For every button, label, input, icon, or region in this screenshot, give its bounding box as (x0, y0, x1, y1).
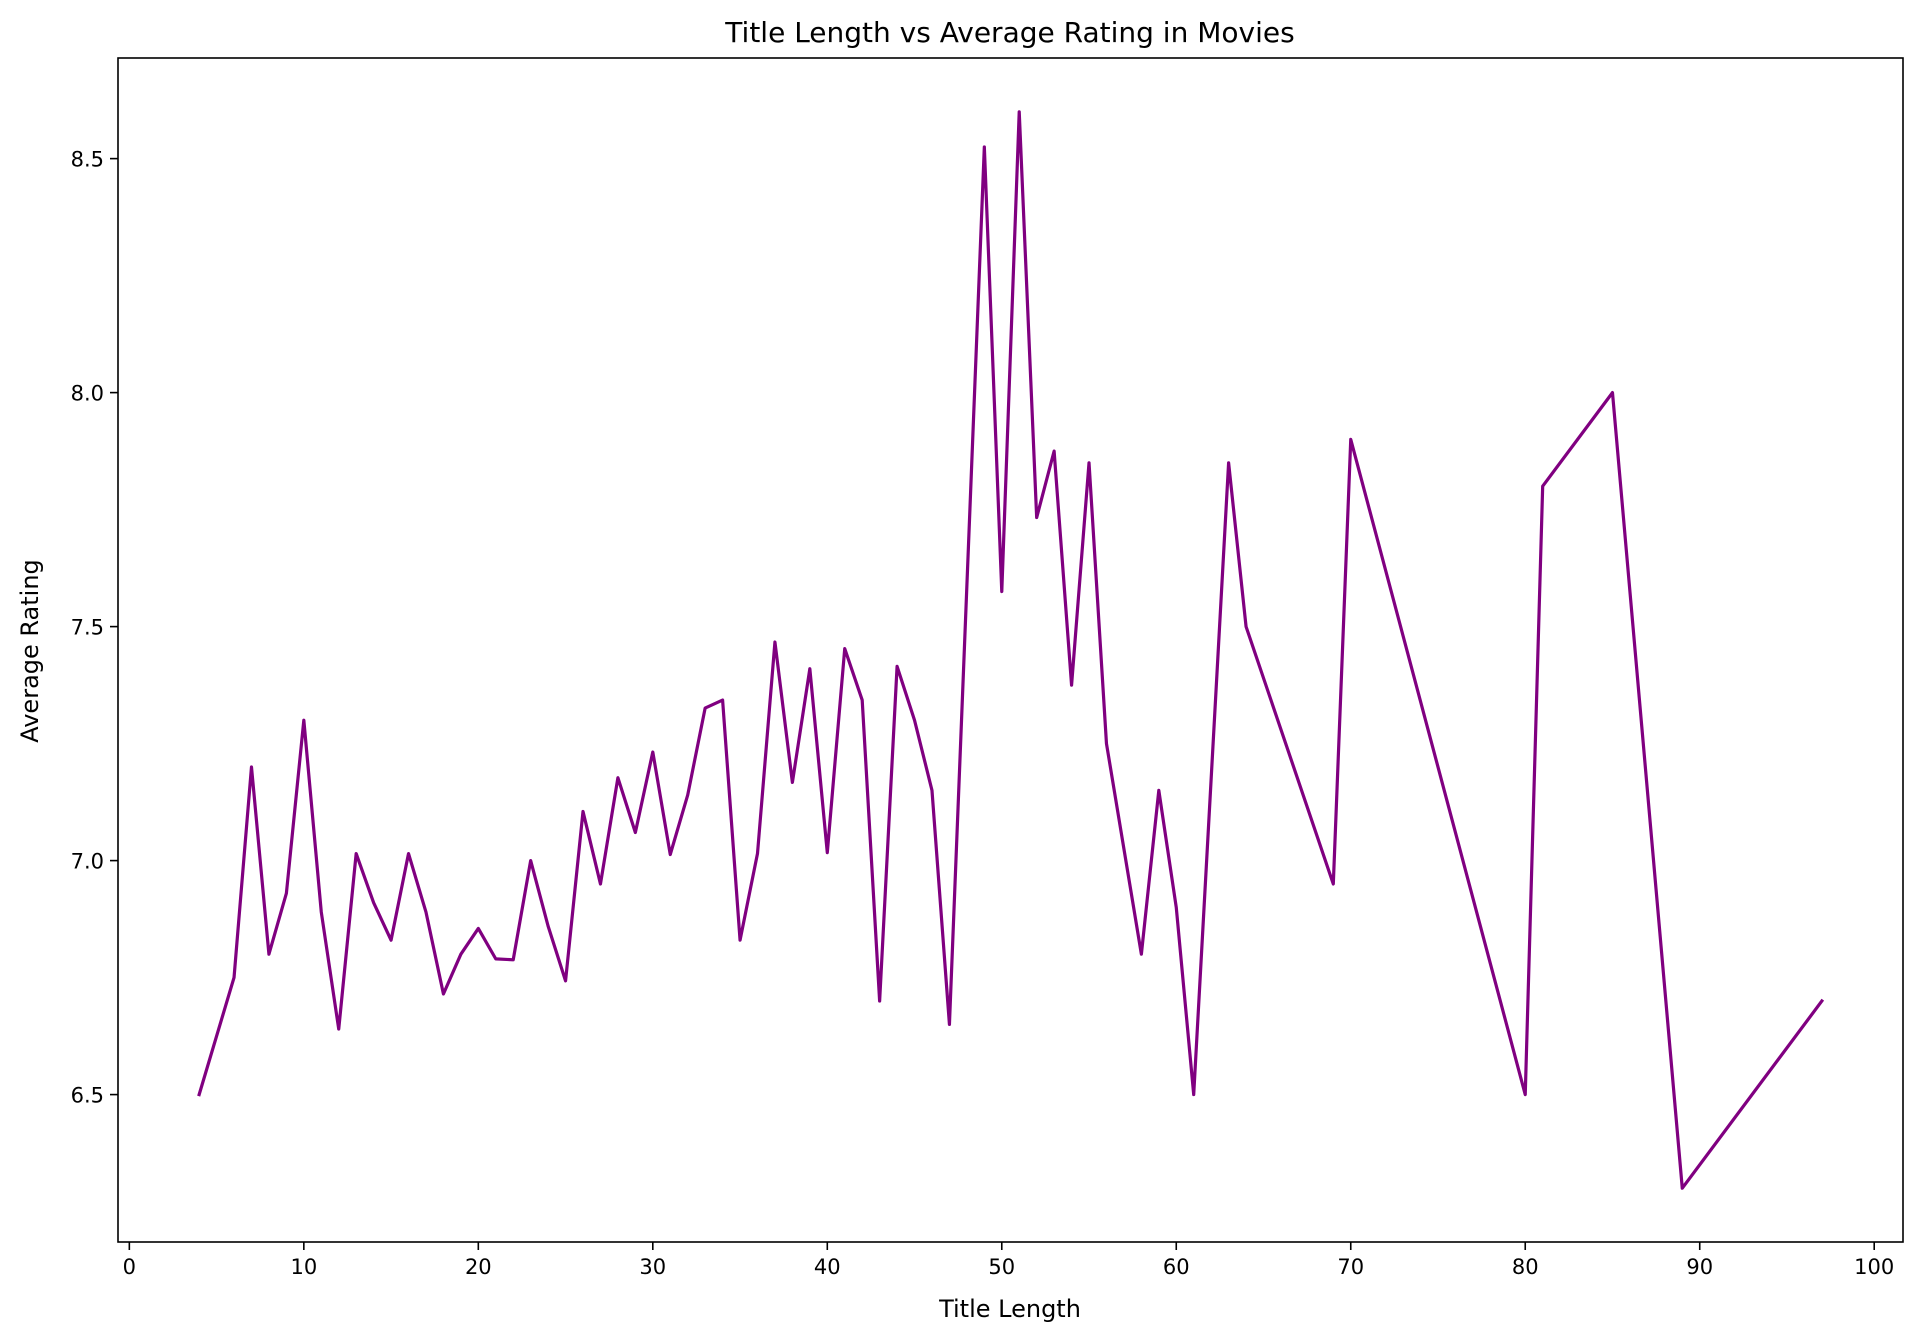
y-axis-ticks: 6.5 7.0 7.5 8.0 8.5 (71, 148, 118, 1108)
x-tick-label: 30 (639, 1255, 666, 1279)
x-tick-label: 100 (1854, 1255, 1894, 1279)
plot-area (117, 57, 1904, 1243)
x-tick-label: 10 (290, 1255, 317, 1279)
x-axis-ticks: 0 10 20 30 40 50 60 70 80 90 100 (123, 1242, 1894, 1279)
x-tick-label: 90 (1686, 1255, 1713, 1279)
y-tick-label: 6.5 (71, 1084, 104, 1108)
series-line-0 (197, 110, 1825, 1190)
x-axis-label: Title Length (938, 1295, 1081, 1323)
y-tick-label: 7.0 (71, 850, 104, 874)
x-tick-label: 70 (1337, 1255, 1364, 1279)
chart-title: Title Length vs Average Rating in Movies (724, 16, 1294, 49)
y-tick-label: 7.5 (71, 616, 104, 640)
x-tick-label: 0 (123, 1255, 136, 1279)
y-tick-label: 8.0 (71, 382, 104, 406)
x-tick-label: 60 (1163, 1255, 1190, 1279)
x-tick-label: 40 (814, 1255, 841, 1279)
x-tick-label: 50 (988, 1255, 1015, 1279)
axes-frame (117, 57, 1904, 1243)
x-tick-label: 80 (1512, 1255, 1539, 1279)
y-tick-label: 8.5 (71, 148, 104, 172)
x-tick-label: 20 (465, 1255, 492, 1279)
y-axis-label: Average Rating (16, 559, 44, 743)
